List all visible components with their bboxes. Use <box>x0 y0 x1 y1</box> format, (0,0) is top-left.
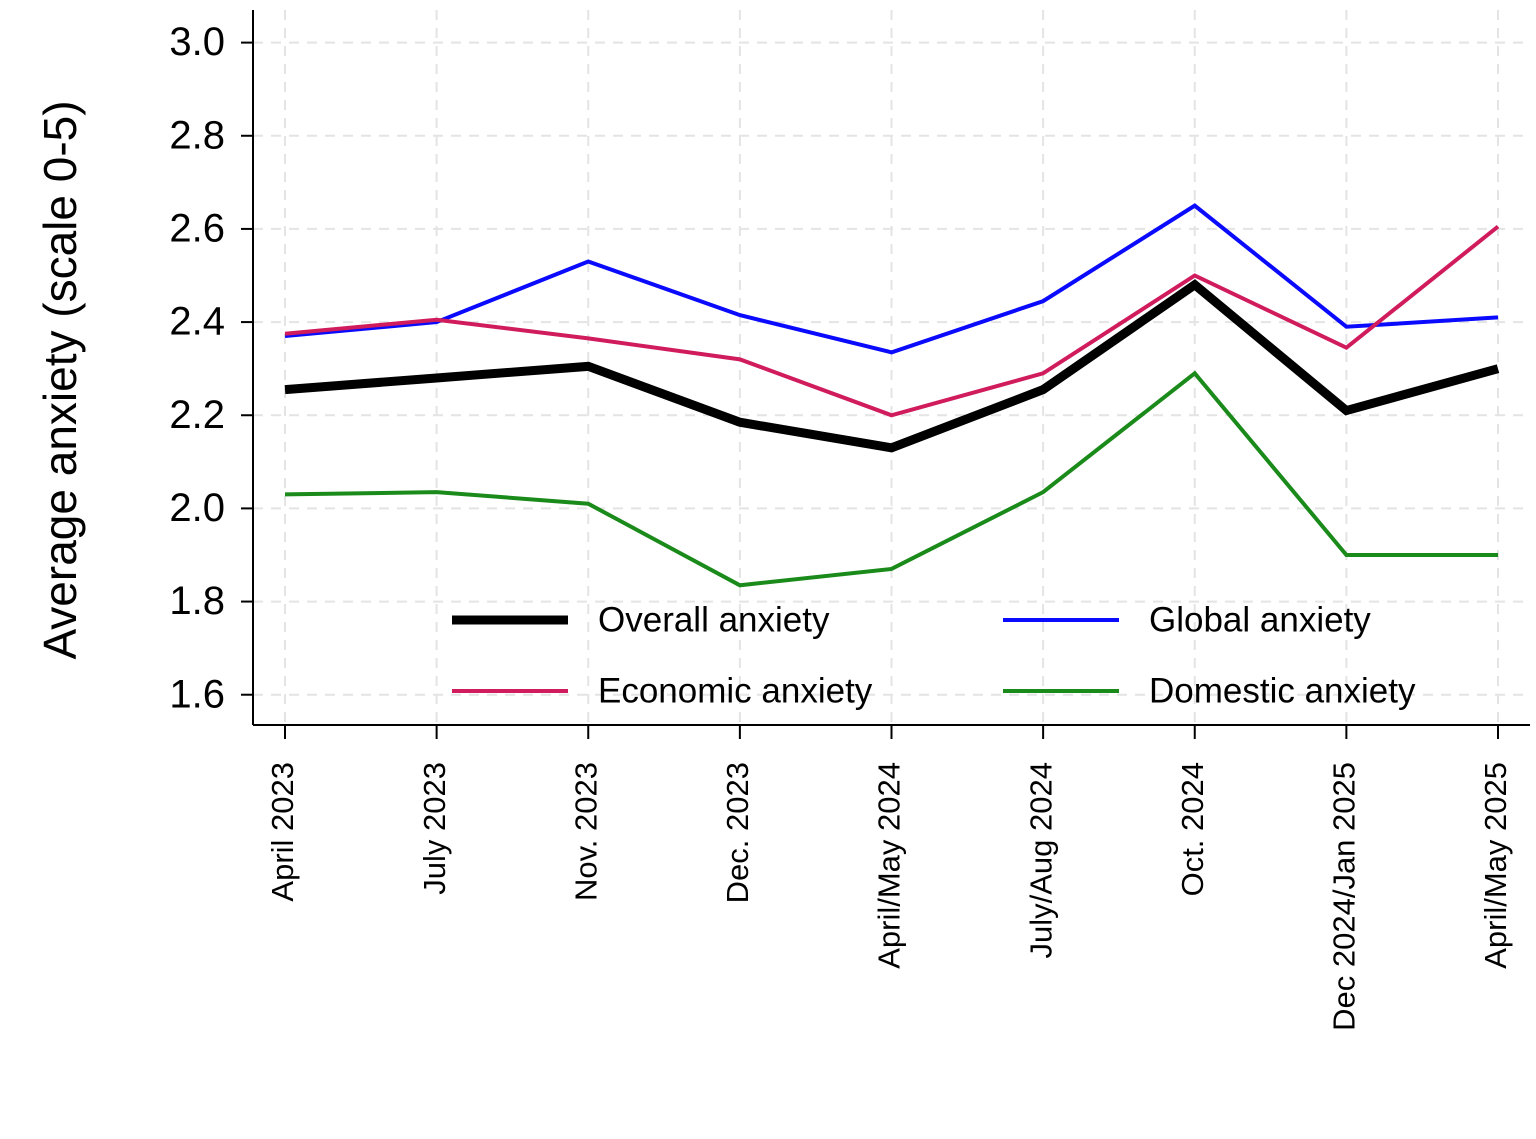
x-tick-label: Nov. 2023 <box>568 762 603 901</box>
x-tick-label: July/Aug 2024 <box>1023 762 1058 958</box>
series-line <box>284 203 1499 355</box>
series-line <box>284 279 1500 453</box>
x-tick-label: July 2023 <box>417 762 452 895</box>
y-axis-label: Average anxiety (scale 0-5) <box>34 100 86 659</box>
y-tick-label: 2.4 <box>169 300 225 344</box>
x-tick-label: Oct. 2024 <box>1175 762 1210 896</box>
legend-label: Global anxiety <box>1149 600 1371 639</box>
series-line <box>284 370 1498 588</box>
y-tick-label: 1.8 <box>169 579 225 623</box>
y-tick-label: 1.6 <box>169 672 225 716</box>
y-tick-label: 2.6 <box>169 206 225 250</box>
series-line <box>284 225 1500 418</box>
x-tick-label: April/May 2024 <box>872 762 907 969</box>
x-tick-label: Dec. 2023 <box>720 762 755 903</box>
y-tick-label: 2.2 <box>169 393 225 437</box>
legend-label: Domestic anxiety <box>1149 671 1416 710</box>
x-tick-label: April 2023 <box>265 762 300 902</box>
x-tick-label: Dec 2024/Jan 2025 <box>1327 762 1362 1031</box>
y-tick-label: 3.0 <box>169 20 225 64</box>
x-tick-label: April/May 2025 <box>1478 762 1513 969</box>
legend-label: Economic anxiety <box>598 671 873 710</box>
legend-label: Overall anxiety <box>598 600 830 639</box>
y-tick-label: 2.0 <box>169 486 225 530</box>
y-tick-label: 2.8 <box>169 113 225 157</box>
